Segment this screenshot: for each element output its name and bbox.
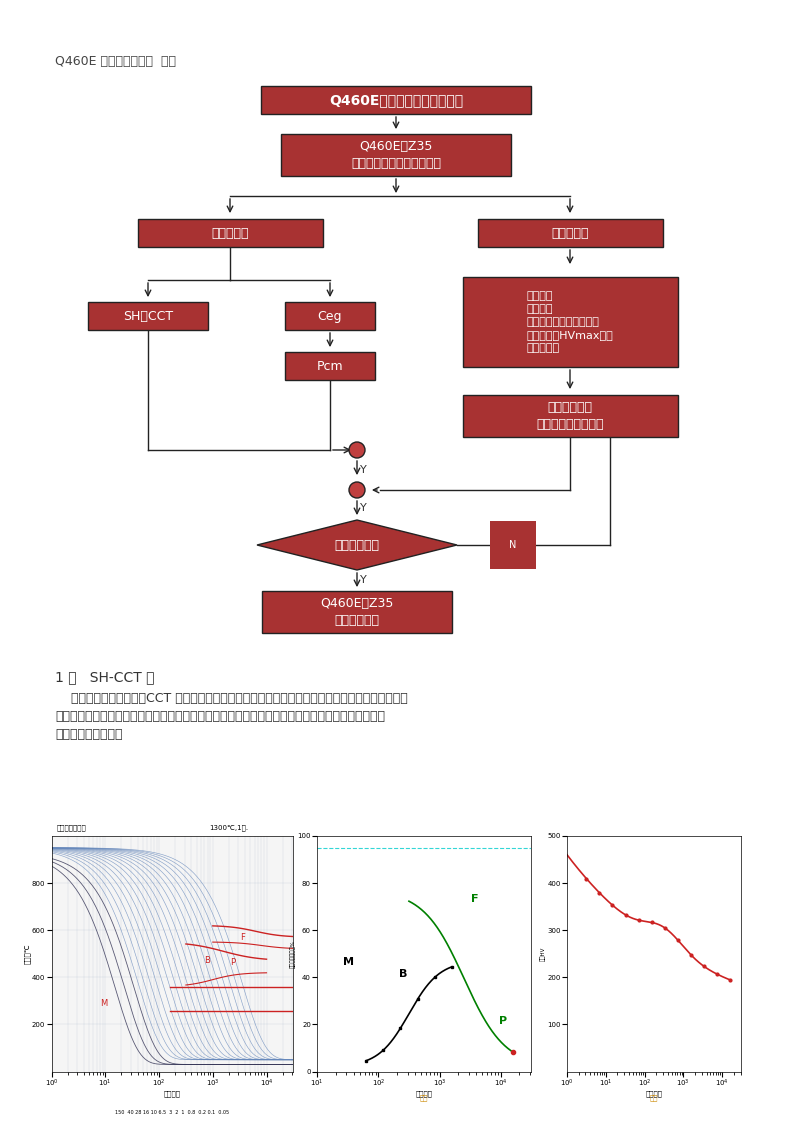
Text: 150  40 28 16 10 6.5  3  2  1  0.8  0.2 0.1  0.05: 150 40 28 16 10 6.5 3 2 1 0.8 0.2 0.1 0.… [116, 1110, 229, 1115]
Text: 焊接刚性试验
（含焊接工艺评定）: 焊接刚性试验 （含焊接工艺评定） [536, 401, 603, 431]
Text: SH－CCT: SH－CCT [123, 310, 173, 322]
Text: 连续冷却组织转变图（CCT 图），可以比较方便地预测焊接热影响区的组织性能和硬度，从而可以
预测钗材在一定焊接条件下的淨硬倾向和产生冷裂纹的可能性，同时也可以作: 连续冷却组织转变图（CCT 图），可以比较方便地预测焊接热影响区的组织性能和硬度… [55, 692, 408, 741]
X-axis label: 冷却时间: 冷却时间 [646, 1091, 663, 1097]
Text: Y: Y [360, 465, 366, 475]
Text: P: P [500, 1017, 508, 1027]
FancyBboxPatch shape [88, 302, 208, 330]
Circle shape [349, 442, 365, 458]
X-axis label: 冷却时间: 冷却时间 [416, 1091, 433, 1097]
FancyBboxPatch shape [137, 219, 323, 247]
Text: 冷图: 冷图 [420, 1095, 428, 1102]
FancyBboxPatch shape [477, 219, 662, 247]
Text: Y: Y [360, 574, 366, 585]
FancyBboxPatch shape [285, 352, 375, 380]
Y-axis label: 硬度HV: 硬度HV [540, 947, 546, 960]
Text: M: M [100, 999, 107, 1008]
Text: F: F [240, 932, 245, 941]
FancyBboxPatch shape [462, 277, 677, 367]
Text: 分析归纳整理: 分析归纳整理 [335, 539, 380, 552]
FancyBboxPatch shape [262, 591, 452, 633]
Text: 1300℃,1秒.: 1300℃,1秒. [209, 825, 248, 831]
Text: Y: Y [360, 503, 366, 513]
Text: Q460E－Z35
焊接工艺规程: Q460E－Z35 焊接工艺规程 [320, 597, 393, 627]
FancyBboxPatch shape [281, 134, 511, 176]
Text: Q460E 焊接性试验研究  技术: Q460E 焊接性试验研究 技术 [55, 55, 176, 68]
Text: Ceg: Ceg [318, 310, 343, 322]
Text: B: B [204, 956, 210, 965]
Text: 、热切割
、热矫正
、斜ｙ试验（常、低温）
、最高硬度HVmax试验
、插销试验: 、热切割 、热矫正 、斜ｙ试验（常、低温） 、最高硬度HVmax试验 、插销试验 [527, 291, 613, 353]
Text: 原始状态：正火: 原始状态：正火 [56, 825, 86, 831]
FancyBboxPatch shape [285, 302, 375, 330]
Text: P: P [231, 958, 236, 967]
Circle shape [349, 482, 365, 498]
Text: F: F [471, 894, 479, 904]
Text: Pcm: Pcm [316, 359, 343, 373]
Polygon shape [257, 519, 457, 570]
Text: Q460E焊接性试验研究流程图: Q460E焊接性试验研究流程图 [329, 93, 463, 107]
Text: M: M [343, 957, 354, 967]
Text: 硬图: 硬图 [650, 1095, 658, 1102]
Text: Q460E－Z35
焊接性试验技术路线的确定: Q460E－Z35 焊接性试验技术路线的确定 [351, 140, 441, 171]
X-axis label: 时间，秒: 时间，秒 [164, 1091, 181, 1097]
FancyBboxPatch shape [261, 86, 531, 114]
FancyBboxPatch shape [462, 395, 677, 436]
Text: 直接试验法: 直接试验法 [551, 227, 588, 239]
Text: B: B [399, 969, 407, 980]
Text: 1 、   SH-CCT 图: 1 、 SH-CCT 图 [55, 670, 155, 684]
Text: N: N [509, 540, 517, 550]
Text: 间接试验法: 间接试验法 [211, 227, 249, 239]
Y-axis label: 温度，℃: 温度，℃ [24, 944, 30, 964]
Y-axis label: 相变组织分数，%: 相变组织分数，% [290, 940, 296, 967]
